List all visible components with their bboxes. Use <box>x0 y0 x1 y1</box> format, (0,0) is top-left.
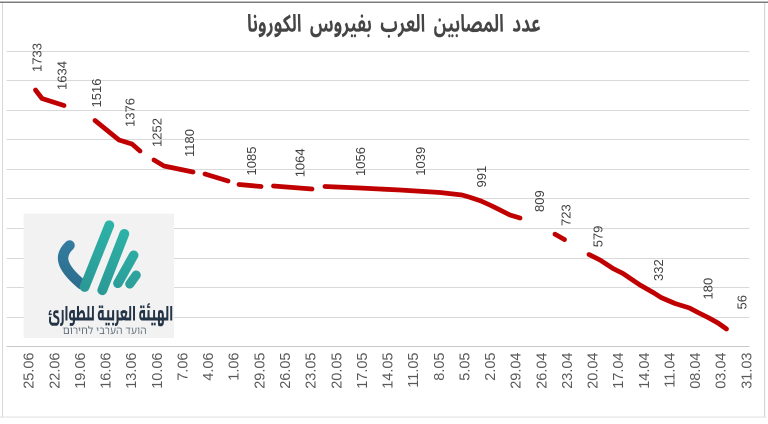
svg-text:1085: 1085 <box>244 147 259 176</box>
svg-text:1180: 1180 <box>182 129 197 157</box>
svg-text:23.04: 23.04 <box>560 353 576 389</box>
svg-text:1376: 1376 <box>123 98 138 127</box>
svg-text:11.04: 11.04 <box>662 353 678 388</box>
svg-text:991: 991 <box>474 166 489 188</box>
svg-text:16.06: 16.06 <box>99 353 115 389</box>
svg-text:180: 180 <box>701 278 716 300</box>
svg-text:19.06: 19.06 <box>73 353 89 389</box>
svg-text:1056: 1056 <box>353 147 368 176</box>
svg-text:10.06: 10.06 <box>150 353 166 389</box>
svg-text:03.04: 03.04 <box>714 353 730 389</box>
svg-text:56: 56 <box>735 295 750 309</box>
svg-text:20.04: 20.04 <box>586 353 602 389</box>
svg-text:26.04: 26.04 <box>534 353 550 389</box>
svg-text:1634: 1634 <box>55 61 70 90</box>
svg-text:7.06: 7.06 <box>175 353 191 381</box>
svg-text:17.04: 17.04 <box>611 353 627 389</box>
svg-text:1064: 1064 <box>293 148 308 177</box>
svg-text:14.04: 14.04 <box>637 353 653 389</box>
svg-text:17.05: 17.05 <box>355 353 371 389</box>
svg-text:31.03: 31.03 <box>739 353 755 389</box>
svg-text:08.04: 08.04 <box>688 353 704 389</box>
svg-text:723: 723 <box>559 204 574 226</box>
svg-text:1516: 1516 <box>89 79 104 108</box>
svg-text:13.06: 13.06 <box>124 353 140 389</box>
svg-text:332: 332 <box>651 259 666 281</box>
svg-text:2.05: 2.05 <box>483 353 499 381</box>
svg-text:20.05: 20.05 <box>329 353 345 389</box>
svg-text:4.06: 4.06 <box>201 353 217 381</box>
svg-text:23.05: 23.05 <box>304 353 320 389</box>
svg-text:1733: 1733 <box>30 43 45 72</box>
svg-text:1.06: 1.06 <box>227 353 243 381</box>
svg-text:8.05: 8.05 <box>432 353 448 381</box>
svg-text:1252: 1252 <box>150 118 165 147</box>
svg-text:809: 809 <box>532 190 547 212</box>
svg-text:29.05: 29.05 <box>252 353 268 389</box>
svg-text:5.05: 5.05 <box>457 353 473 381</box>
svg-text:579: 579 <box>591 226 606 248</box>
svg-text:22.06: 22.06 <box>47 353 63 389</box>
svg-text:14.05: 14.05 <box>381 353 397 389</box>
svg-text:26.05: 26.05 <box>278 353 294 389</box>
svg-text:11.05: 11.05 <box>406 353 422 388</box>
svg-text:25.06: 25.06 <box>22 353 38 389</box>
svg-text:1039: 1039 <box>413 147 428 176</box>
svg-text:29.04: 29.04 <box>509 353 525 389</box>
